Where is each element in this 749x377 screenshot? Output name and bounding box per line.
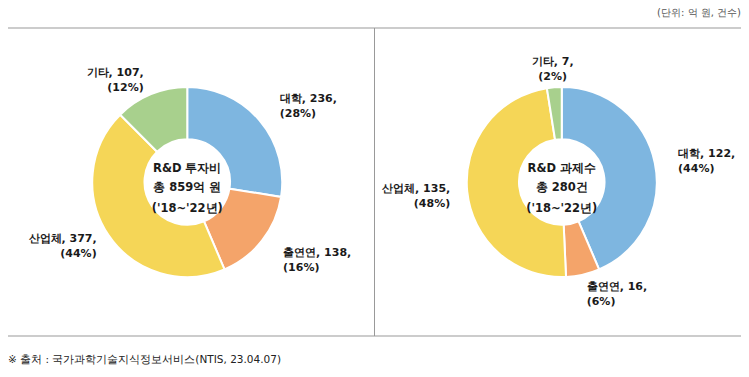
slice-percent: (48%) xyxy=(414,197,450,210)
slice-value: , 122, xyxy=(700,147,735,160)
divider-middle xyxy=(374,28,375,336)
slice-value: , 7, xyxy=(554,55,574,68)
wedges xyxy=(92,87,282,277)
slice-label: 출연연, 138, xyxy=(283,246,351,259)
slice-percent: (12%) xyxy=(107,81,143,94)
slice-label: 기타, 107, xyxy=(87,66,144,79)
donut-chart: R&D 투자비총 859억 원 ('18~'22년) 대학, 236, (28%) 출연… xyxy=(29,66,352,277)
slice-value: , 135, xyxy=(415,182,450,195)
center-note: ('18~'22년) xyxy=(152,201,223,215)
chart-title: R&D 투자비 xyxy=(153,161,221,175)
slice-label: 산업체, 377, xyxy=(29,232,97,245)
slice-category: 산업체 xyxy=(29,232,62,245)
slice-percent: (44%) xyxy=(678,162,714,175)
slice-category: 산업체 xyxy=(382,182,415,195)
center-note: ('18~'22년) xyxy=(526,201,597,215)
slice-value: , 236, xyxy=(302,92,337,105)
slice-percent: (6%) xyxy=(587,295,616,308)
slice-percent: (44%) xyxy=(60,247,96,260)
slice-value: , 16, xyxy=(620,280,648,293)
slice-category: 대학 xyxy=(280,92,302,105)
slice-value: , 377, xyxy=(62,232,97,245)
slice-percent: (28%) xyxy=(280,107,316,120)
donut-chart: R&D 과제수총 280건 ('18~'22년) 대학, 122, (44%) 출연연,… xyxy=(382,55,735,308)
source-text: ※ 출처 : 국가과학기술지식정보서비스(NTIS, 23.04.07) xyxy=(8,353,281,365)
slice-category: 대학 xyxy=(678,147,700,160)
wedge xyxy=(120,87,187,152)
slice-category: 출연연 xyxy=(587,280,620,293)
slice-label: 대학, 236, xyxy=(280,92,337,105)
chart-subtitle: 총 280건 xyxy=(536,180,588,194)
wedges xyxy=(467,87,657,277)
wedge xyxy=(564,221,599,277)
wedge xyxy=(547,87,562,140)
slice-label: 대학, 122, xyxy=(678,147,735,160)
slice-label: 산업체, 135, xyxy=(382,182,450,195)
slice-label: 출연연, 16, xyxy=(587,280,648,293)
slice-category: 기타 xyxy=(532,55,554,68)
unit-text: (단위: 억 원, 건수) xyxy=(657,7,741,18)
dividers xyxy=(8,28,741,336)
slice-category: 출연연 xyxy=(283,246,316,259)
slice-label: 기타, 7, xyxy=(532,55,574,68)
slice-percent: (16%) xyxy=(283,261,319,274)
chart-title: R&D 과제수 xyxy=(528,161,596,175)
chart-root: R&D 투자비총 859억 원('18~'22년)대학, 236,(28%)출연… xyxy=(0,0,749,377)
slice-value: , 138, xyxy=(316,246,351,259)
slice-percent: (2%) xyxy=(538,70,567,83)
slice-category: 기타 xyxy=(87,66,109,79)
slice-value: , 107, xyxy=(109,66,144,79)
chart-subtitle: 총 859억 원 xyxy=(153,180,221,194)
